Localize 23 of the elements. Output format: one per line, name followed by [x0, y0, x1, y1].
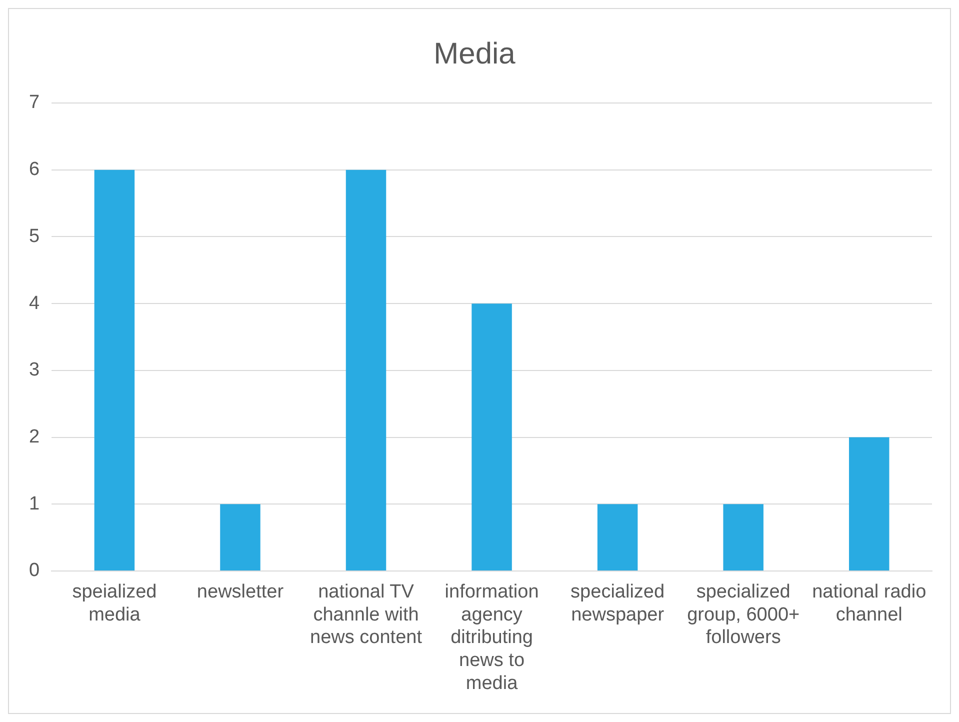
y-tick-label: 2: [28, 426, 40, 448]
chart-title: Media: [434, 37, 516, 70]
x-tick-label: newsletter: [196, 582, 284, 603]
x-tick-label: specialized group, 6000+ followers: [687, 582, 800, 648]
y-tick-label: 3: [28, 360, 40, 381]
y-tick-label: 0: [28, 560, 40, 582]
x-tick-label: national TV channle with news content: [310, 582, 423, 648]
x-tick-label: speialized media: [72, 582, 157, 626]
y-tick-label: 6: [28, 159, 40, 180]
bar: [472, 304, 512, 570]
bar: [346, 170, 386, 570]
y-tick-label: 5: [28, 226, 40, 247]
x-tick-label: specialized newspaper: [570, 582, 665, 626]
x-tick-label: national radio channel: [812, 582, 926, 626]
bar: [220, 504, 260, 570]
y-tick-label: 7: [28, 92, 40, 114]
bar: [848, 437, 890, 570]
y-tick-label: 4: [28, 292, 40, 314]
bar: [597, 504, 638, 570]
bar: [723, 504, 764, 570]
x-tick-label: information agency ditributing news to media: [444, 582, 539, 694]
bar: [94, 170, 135, 570]
y-tick-label: 1: [28, 493, 40, 514]
